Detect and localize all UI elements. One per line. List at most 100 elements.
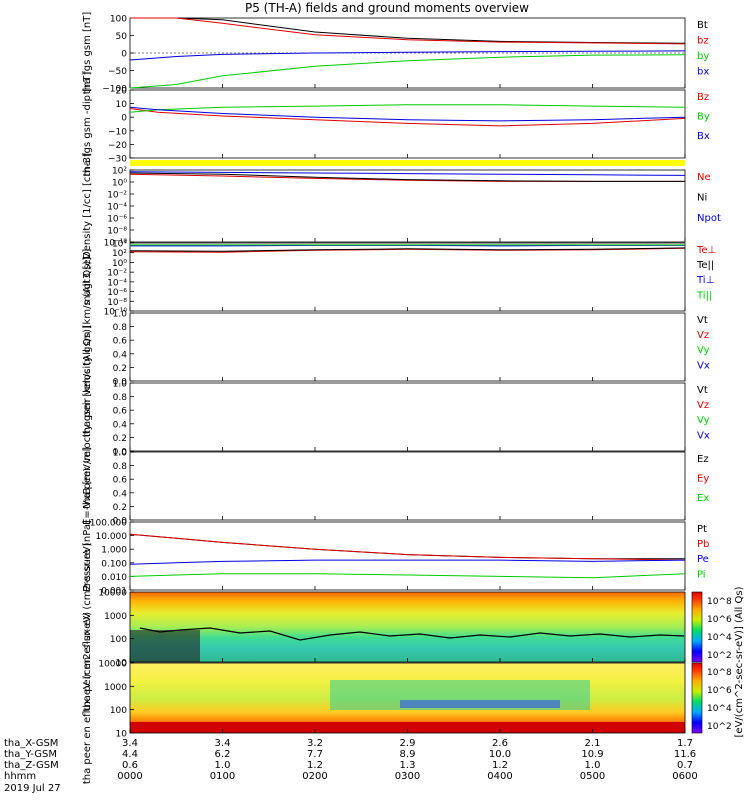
legend-entry: Pi bbox=[697, 569, 706, 580]
colorbar-tick-2: 10^4 bbox=[707, 633, 732, 643]
legend-entry: Vt bbox=[697, 385, 708, 396]
legend-entry: Vy bbox=[697, 415, 710, 426]
colorbar-tick-6: 10^4 bbox=[707, 704, 732, 714]
legend-entry: Vx bbox=[697, 430, 710, 441]
ephem-value-x: 2.1 bbox=[585, 738, 601, 749]
y-tick-label: 10⁻⁴ bbox=[107, 278, 127, 288]
panel-peer-velocity: 1.0 0.8 0.6 0.4 0.2 0.0 tha peer velocity gsm … bbox=[82, 325, 710, 509]
legend-entry: Vz bbox=[697, 400, 709, 411]
series-line-bz bbox=[130, 17, 686, 45]
panel-frame bbox=[129, 169, 686, 243]
y-axis-label: E=-VxB [mV/m] bbox=[82, 447, 93, 525]
y-axis-label: magt3 [eV] bbox=[82, 249, 93, 306]
y-tick-label: 10⁻⁸ bbox=[107, 227, 127, 237]
y-tick-label: 1.0 bbox=[113, 310, 128, 320]
y-tick-label: 0.8 bbox=[113, 323, 128, 333]
series-line-Pe bbox=[129, 559, 686, 565]
legend-entry: Ti⊥ bbox=[696, 275, 714, 286]
y-tick-label: 10⁻¹⁰ bbox=[104, 239, 128, 249]
y-axis-label: tha fgs gsm [nT] bbox=[82, 12, 93, 95]
legend-entry: Pe bbox=[697, 554, 709, 565]
y-tick-label: 0.0 bbox=[113, 517, 128, 527]
y-tick-label: 1.0 bbox=[113, 449, 128, 459]
legend-entry: Te⊥ bbox=[696, 245, 716, 256]
ephem-value-t: 0600 bbox=[672, 771, 697, 782]
y-tick-label: 0.001 bbox=[101, 587, 127, 597]
legend-entry: Pt bbox=[697, 524, 707, 535]
y-tick-label: 0 bbox=[121, 50, 127, 60]
y-axis-label: tha peir velocity gsm [km/s (All Qs)] bbox=[82, 257, 93, 438]
peer-blue-core bbox=[400, 700, 560, 708]
legend-entry: bx bbox=[697, 67, 709, 78]
y-tick-label: 10⁰ bbox=[112, 179, 127, 189]
ephem-value-y: 4.4 bbox=[122, 749, 138, 760]
y-tick-label: 0.6 bbox=[113, 337, 128, 347]
ephem-value-t: 0500 bbox=[580, 771, 605, 782]
ephemeris: tha_X-GSM tha_Y-GSM tha_Z-GSM hhmm 2019 … bbox=[4, 738, 698, 794]
y-tick-label: 0.0 bbox=[113, 448, 128, 458]
ephem-label-z: tha_Z-GSM bbox=[4, 760, 59, 771]
series-line-By bbox=[129, 104, 686, 113]
y-tick-label: 0.100 bbox=[101, 559, 127, 569]
ephem-value-x: 3.4 bbox=[122, 738, 138, 749]
y-tick-label: 10² bbox=[112, 167, 127, 177]
legend-entry: Ti|| bbox=[696, 290, 712, 301]
y-tick-label: 100 bbox=[110, 15, 127, 25]
series-line-Pi bbox=[129, 573, 686, 579]
peer-red-band bbox=[130, 722, 685, 733]
y-tick-label: 10 bbox=[116, 100, 128, 110]
y-tick-label: 1000 bbox=[104, 683, 127, 693]
legend-entry: Ez bbox=[697, 454, 709, 465]
ephem-value-x: 1.7 bbox=[677, 738, 693, 749]
y-tick-label: 10⁻² bbox=[107, 269, 127, 279]
y-tick-label: −100 bbox=[102, 85, 127, 95]
y-tick-label: −10 bbox=[108, 127, 127, 137]
panel-density: 10² 10⁰ 10⁻² 10⁻⁴ 10⁻⁶ 10⁻⁸ 10⁻¹⁰ Density [1/cc… bbox=[82, 153, 721, 259]
ephem-value-x: 2.6 bbox=[492, 738, 508, 749]
y-tick-label: 50 bbox=[116, 32, 128, 42]
y-axis-label: tha peer velocity gsm [km/s (All Qs)] bbox=[82, 325, 93, 509]
colorbar-tick-5: 10^6 bbox=[707, 686, 732, 696]
panel-fgs-gsm: 100 50 0 −50 −100 tha fgs gsm [nT] Bt bz by bx bbox=[82, 12, 709, 95]
y-axis-label: Density [1/cc] [cm-3] bbox=[82, 153, 93, 259]
ephem-value-y: 10.0 bbox=[489, 749, 511, 760]
y-tick-label: 1.000 bbox=[101, 546, 127, 556]
y-tick-label: 10⁻¹⁰ bbox=[104, 308, 128, 318]
y-tick-label: 100 bbox=[110, 635, 127, 645]
y-tick-label: 10⁻⁶ bbox=[107, 215, 127, 225]
series-line-by bbox=[129, 54, 686, 89]
panel-frame bbox=[129, 382, 686, 452]
legend-entry: Te|| bbox=[696, 260, 714, 271]
y-tick-label: −30 bbox=[108, 155, 127, 165]
y-tick-label: 0.2 bbox=[113, 364, 127, 374]
y-axis-label: Pressure [nPa] bbox=[82, 520, 93, 592]
panel-efield: 1.0 0.8 0.6 0.4 0.2 0.0 E=-VxB [mV/m] Ez Ey Ex bbox=[82, 447, 709, 527]
panel-frame bbox=[129, 312, 686, 382]
ephem-value-z: 0.6 bbox=[122, 760, 138, 771]
colorbar-tick-0: 10^8 bbox=[707, 597, 732, 607]
series-line-Bx bbox=[129, 106, 686, 122]
legend-entry: bz bbox=[697, 36, 709, 47]
y-axis-label: tha peer en eflux eV (cm2-s-sr-eV) bbox=[82, 612, 93, 784]
colorbar-label: [eV/(cm^2-sec-sr-eV)] (All Qs) bbox=[734, 586, 745, 737]
colorbar-tick-4: 10^8 bbox=[707, 668, 732, 678]
y-tick-label: 1000 bbox=[104, 612, 127, 622]
y-tick-label: 10⁻⁴ bbox=[107, 203, 127, 213]
y-tick-label: 0 bbox=[121, 114, 127, 124]
plot-title: P5 (TH-A) fields and ground moments over… bbox=[245, 1, 529, 15]
ephem-label-y: tha_Y-GSM bbox=[4, 749, 57, 760]
legend-entry: Bx bbox=[697, 131, 710, 142]
series-line-Ti⊥ bbox=[130, 244, 685, 247]
panel-frame bbox=[129, 242, 686, 312]
ephem-value-t: 0200 bbox=[302, 771, 327, 782]
ephem-value-z: 1.2 bbox=[307, 760, 323, 771]
colorbar-tick-1: 10^6 bbox=[707, 615, 732, 625]
legend-entry: Bz bbox=[697, 92, 709, 103]
y-tick-label: 10⁴ bbox=[112, 240, 127, 250]
panel-peir-spectrogram: 10000 1000 100 10 tha peir en eflux eV (cm2-… bbox=[82, 542, 686, 711]
ephem-value-z: 1.0 bbox=[215, 760, 231, 771]
ephem-value-y: 8.9 bbox=[400, 749, 416, 760]
y-tick-label: 10⁻⁶ bbox=[107, 288, 127, 298]
series-line-Npot bbox=[129, 171, 686, 176]
